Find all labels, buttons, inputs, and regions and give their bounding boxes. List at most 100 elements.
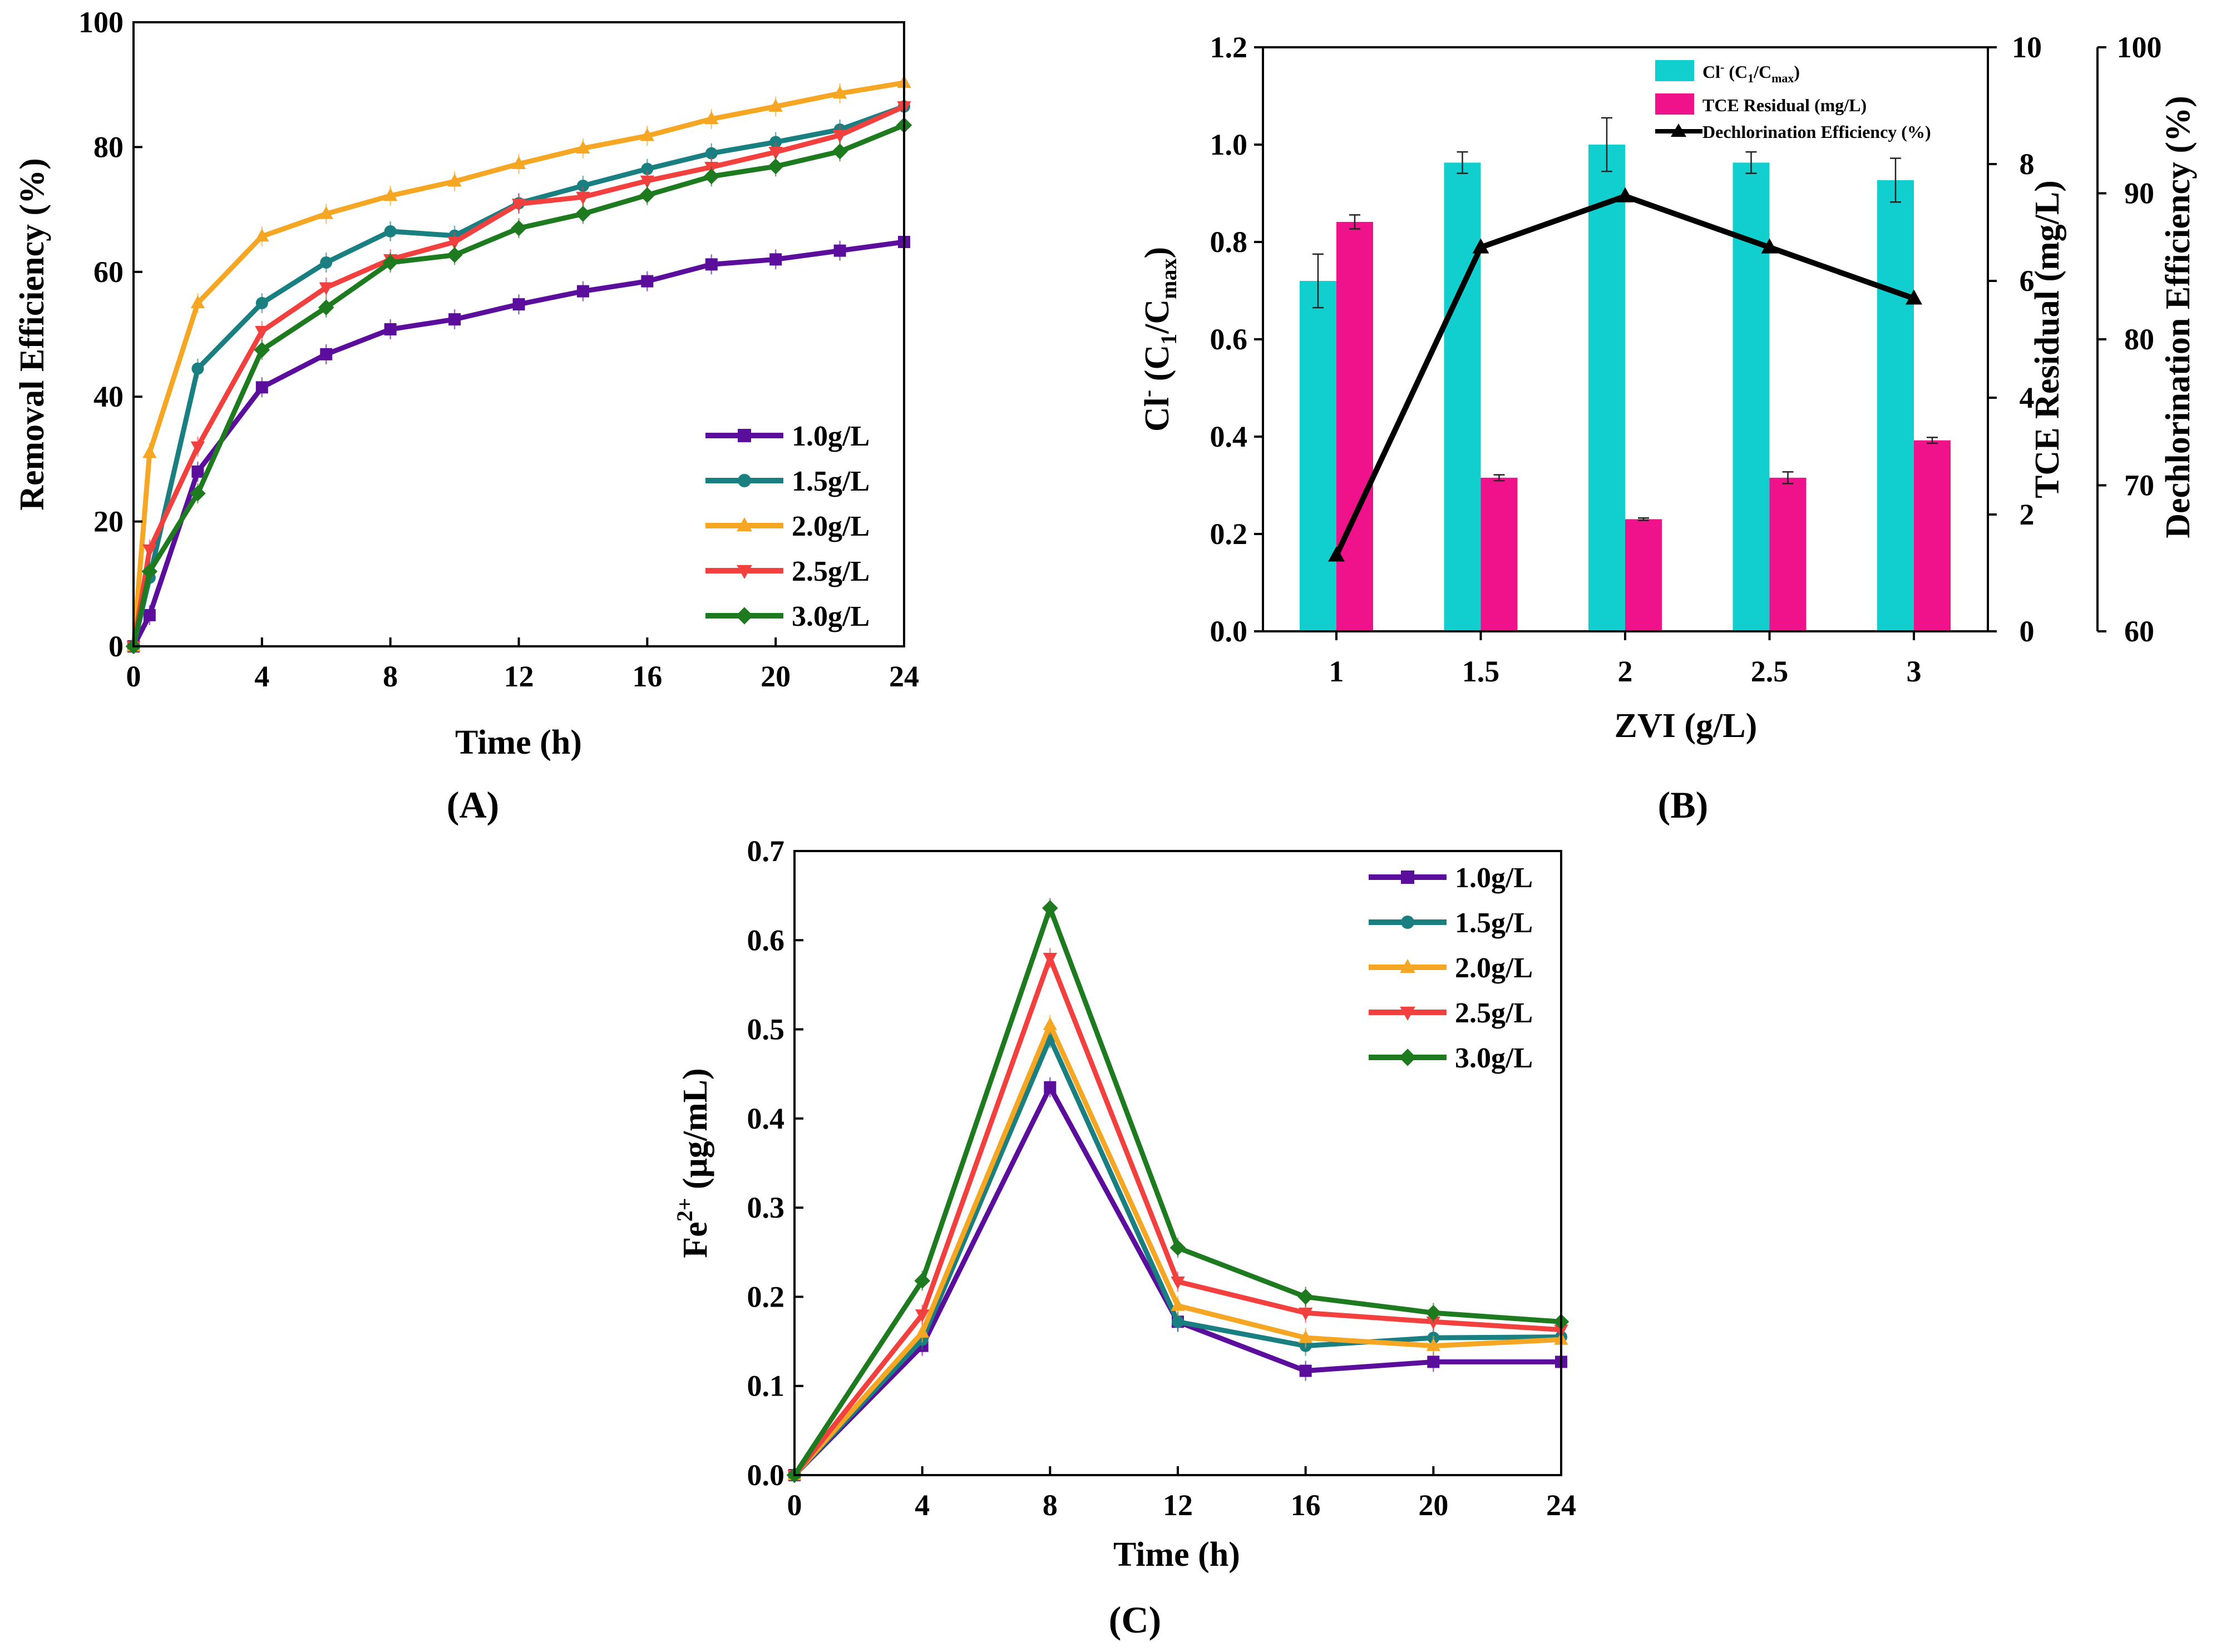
y-tick-label: 0.0: [747, 1458, 785, 1492]
x-tick-label: 2.5: [1751, 655, 1789, 688]
bar-tce: [1769, 477, 1807, 631]
data-point: [190, 295, 205, 309]
x-tick-label: 4: [254, 660, 269, 693]
y-tick-label: 0.2: [747, 1280, 785, 1313]
legend-marker: [1400, 1006, 1415, 1021]
data-point: [319, 206, 333, 219]
error-bar-cl: [1745, 151, 1757, 174]
data-point: [446, 247, 463, 263]
y-right2-tick-label: 70: [2124, 469, 2154, 502]
data-point: [703, 168, 720, 185]
panel-c-ylabel: Fe2+ (μg/mL): [672, 1068, 714, 1258]
y-left-tick-label: 0.8: [1210, 225, 1248, 259]
data-point: [639, 187, 655, 204]
data-point: [384, 323, 397, 336]
legend-label: 1.0g/L: [792, 421, 870, 452]
error-bar-cl: [1312, 253, 1324, 309]
y-left-tick-label: 0.4: [1210, 420, 1248, 453]
data-point: [511, 156, 526, 170]
legend-swatch-tce: [1655, 93, 1694, 115]
error-bar-cl: [1457, 151, 1468, 174]
panel-c-plot: [786, 898, 1569, 1483]
data-point: [704, 111, 719, 125]
y-tick-label: 0.4: [747, 1102, 785, 1135]
data-point: [576, 179, 589, 192]
data-point: [255, 296, 268, 309]
legend-label: 1.5g/L: [792, 466, 870, 497]
x-tick-label: 24: [1546, 1488, 1576, 1522]
y-left-tick-label: 1.2: [1210, 31, 1248, 64]
data-point: [576, 191, 590, 205]
data-point: [1171, 1276, 1185, 1289]
y-left-tick-label: 0.6: [1210, 323, 1248, 356]
data-point: [1043, 1017, 1057, 1030]
y-right2-tick-label: 60: [2124, 615, 2154, 648]
bar-cl: [1877, 180, 1914, 631]
data-point: [1172, 1315, 1184, 1328]
panel-a-label: (A): [447, 784, 499, 826]
data-point: [768, 147, 783, 160]
dechlorination-point: [1617, 187, 1633, 202]
data-point: [143, 609, 156, 621]
data-point: [320, 256, 333, 269]
data-point: [768, 98, 783, 112]
y-right2-tick-label: 80: [2124, 323, 2154, 356]
data-point: [641, 275, 654, 288]
series-line: [131, 80, 905, 647]
data-point: [447, 174, 462, 187]
legend-label-tce: TCE Residual (mg/L): [1702, 95, 1867, 115]
series-line: [131, 122, 905, 647]
legend-label: 2.0g/L: [792, 511, 870, 542]
legend-marker: [1401, 916, 1414, 929]
data-point: [1297, 1289, 1314, 1305]
data-point: [640, 128, 654, 141]
panel-a-ticks: 0 4 8 12 16 20 24 0 20 40 60 80 100: [78, 6, 919, 693]
legend-marker: [1401, 870, 1414, 884]
x-tick-label: 2: [1618, 655, 1633, 688]
legend-label: 3.0g/L: [792, 601, 870, 632]
panel-b-legend: Cl- (C1/Cmax) TCE Residual (mg/L) Dechlo…: [1655, 60, 1931, 142]
dechlorination-point: [1328, 546, 1345, 562]
data-point: [576, 285, 589, 298]
y-right1-tick-label: 4: [2020, 381, 2035, 414]
data-point: [1426, 1316, 1440, 1330]
data-point: [319, 282, 333, 295]
y-right1-tick-label: 2: [2020, 498, 2035, 531]
data-point: [705, 258, 718, 271]
data-point: [833, 244, 846, 257]
panel-b-ylabel-right1: TCE Residual (mg/L): [2028, 180, 2066, 498]
data-point: [576, 140, 590, 154]
y-tick-label: 0.5: [747, 1013, 785, 1046]
error-bar-tce: [1927, 437, 1938, 444]
panel-b-plot: [1300, 117, 1951, 631]
data-point: [255, 381, 268, 394]
x-tick-label: 0: [787, 1488, 802, 1522]
legend-marker: [738, 429, 751, 442]
panel-b-label: (B): [1658, 784, 1709, 826]
data-point: [1426, 1338, 1440, 1351]
data-point: [641, 162, 654, 175]
data-point: [141, 563, 158, 580]
legend-label: 2.5g/L: [792, 556, 870, 587]
legend-marker-dechlorination: [1671, 123, 1686, 137]
panel-c-legend: 1.0g/L 1.5g/L 2.0g/L 2.5g/L 3.0g/L: [1369, 862, 1533, 1074]
bar-cl: [1300, 281, 1336, 631]
data-point: [191, 362, 204, 375]
legend-label-cl: Cl- (C1/Cmax): [1702, 60, 1800, 85]
legend-label: 2.0g/L: [1455, 952, 1533, 984]
data-point: [448, 313, 461, 326]
x-tick-label: 8: [383, 660, 398, 693]
legend-label: 2.5g/L: [1455, 997, 1533, 1029]
data-point: [915, 1324, 930, 1338]
bar-cl: [1444, 162, 1481, 631]
legend-marker: [738, 474, 751, 487]
panel-b: 1 1.5 2 2.5 3 0.0 0.2 0.4 0.6 0.8 1.0 1.2 0 2 4 6 8 10 60 7…: [1135, 31, 2197, 826]
legend-marker: [1400, 959, 1415, 973]
data-point: [384, 225, 397, 238]
x-tick-label: 4: [915, 1488, 930, 1522]
series-line: [131, 104, 905, 647]
data-point: [914, 1273, 930, 1289]
y-right1-tick-label: 8: [2020, 147, 2035, 181]
series-line: [131, 239, 905, 648]
